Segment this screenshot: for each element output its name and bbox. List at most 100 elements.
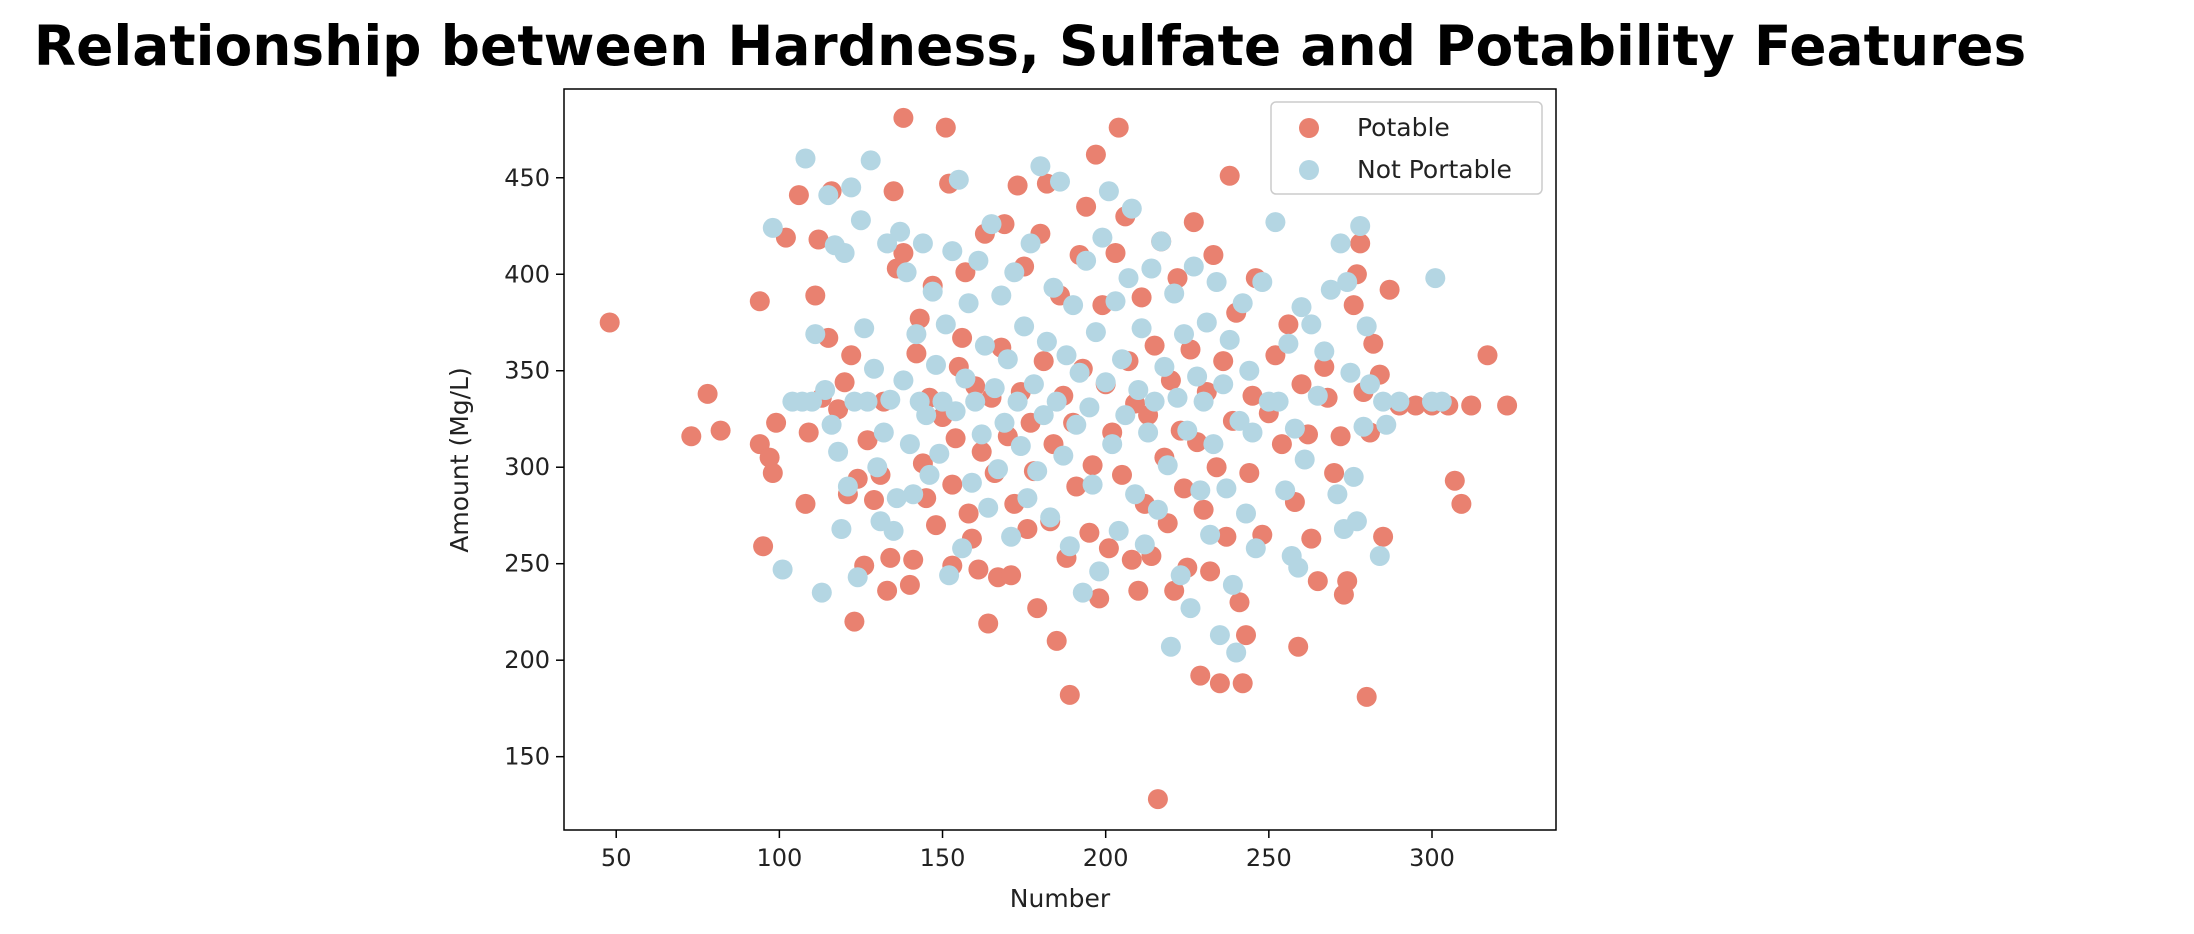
data-point [948, 169, 969, 190]
data-point [1301, 314, 1322, 335]
chart-title: Relationship between Hardness, Sulfate a… [33, 14, 2027, 78]
data-point [1252, 272, 1273, 292]
data-point [1040, 507, 1061, 528]
data-point [1307, 385, 1328, 406]
data-point [1187, 366, 1208, 387]
data-point [1033, 351, 1054, 372]
data-point [1213, 374, 1234, 395]
data-point [795, 493, 816, 514]
data-point [1079, 397, 1100, 418]
data-point [1340, 362, 1361, 383]
data-point [834, 372, 855, 393]
data-point [906, 324, 927, 345]
data-point [1085, 144, 1106, 165]
data-point [844, 611, 865, 632]
data-point [1004, 262, 1025, 283]
data-point [1425, 268, 1446, 289]
data-point [926, 515, 946, 536]
data-point [1346, 511, 1367, 532]
data-point [1239, 360, 1260, 381]
data-point [1284, 418, 1305, 439]
data-point [1360, 374, 1380, 395]
data-point [1154, 356, 1175, 377]
data-point [1229, 592, 1250, 613]
data-point [1373, 391, 1394, 412]
data-point [1356, 686, 1377, 707]
data-point [1089, 561, 1110, 582]
data-point [841, 345, 862, 366]
data-point [1151, 231, 1172, 252]
data-point [847, 567, 868, 588]
data-point [1053, 445, 1074, 466]
y-tick-label: 350 [504, 357, 550, 385]
data-point [955, 262, 976, 283]
data-point [1112, 464, 1132, 485]
data-point [903, 549, 924, 570]
data-point [1291, 374, 1312, 395]
data-point [939, 565, 960, 586]
data-point [828, 399, 849, 420]
data-point [1017, 519, 1038, 539]
data-point [991, 285, 1012, 306]
legend-label: Not Portable [1357, 155, 1512, 184]
data-point [1050, 171, 1070, 192]
data-point [942, 241, 963, 262]
data-point [1222, 574, 1243, 595]
data-point [974, 335, 995, 356]
data-point [1337, 571, 1358, 592]
legend-items: Potable Not Portable [1299, 113, 1512, 184]
data-point [831, 519, 852, 539]
data-point [1030, 156, 1051, 177]
data-point [1180, 339, 1201, 360]
data-point [1330, 233, 1351, 254]
data-point [1105, 291, 1126, 312]
x-tick-label: 200 [1083, 844, 1129, 872]
data-point [903, 484, 924, 505]
data-point [1320, 279, 1341, 300]
data-point [1363, 333, 1384, 354]
data-point [1180, 598, 1201, 619]
data-point [1059, 536, 1080, 557]
data-point [1056, 345, 1077, 366]
data-point [762, 463, 783, 483]
data-point [880, 547, 901, 568]
data-point [978, 497, 999, 518]
data-point [805, 324, 826, 345]
data-point [1036, 331, 1057, 352]
data-point [1193, 499, 1214, 520]
data-point [841, 177, 862, 198]
data-point [772, 559, 793, 580]
data-point [1141, 258, 1162, 279]
data-point [1196, 312, 1217, 333]
data-point [1112, 349, 1132, 370]
data-point [945, 428, 966, 449]
data-point [1239, 463, 1260, 483]
data-point [1125, 484, 1146, 505]
data-point [1213, 351, 1234, 372]
data-point [1183, 212, 1204, 233]
data-point [1092, 227, 1113, 248]
data-point [1307, 571, 1328, 592]
data-point [1444, 470, 1465, 491]
data-point [880, 389, 901, 410]
data-point [1082, 455, 1103, 476]
data-point [850, 210, 871, 231]
data-point [1203, 245, 1224, 265]
data-point [1288, 636, 1309, 657]
data-point [1164, 580, 1185, 601]
y-tick-label: 400 [504, 260, 550, 288]
data-point [922, 281, 943, 302]
data-point [1001, 565, 1022, 586]
data-point [1242, 422, 1263, 443]
y-tick-label: 250 [504, 550, 550, 578]
data-point [1167, 387, 1188, 408]
data-point [1431, 391, 1452, 412]
data-point [1219, 329, 1240, 350]
data-point [1118, 268, 1139, 289]
data-point [1128, 580, 1149, 601]
data-point [1216, 526, 1237, 547]
data-point [1020, 233, 1041, 254]
data-point [1242, 385, 1263, 406]
data-point [834, 243, 855, 263]
data-point [1350, 216, 1371, 236]
